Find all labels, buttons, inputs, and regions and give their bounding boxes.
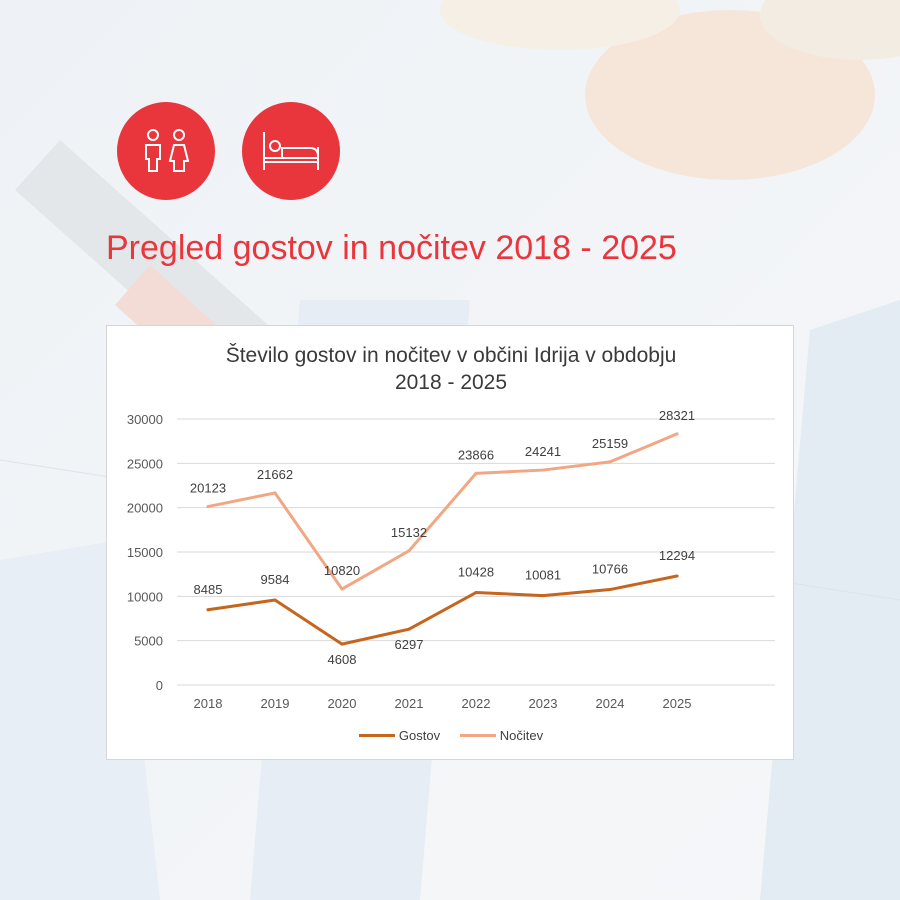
data-label: 20123 xyxy=(190,481,226,496)
data-label: 25159 xyxy=(592,436,628,451)
bed-icon xyxy=(242,102,340,200)
legend-label-gostov: Gostov xyxy=(398,728,441,743)
data-point xyxy=(407,549,411,553)
data-label: 23866 xyxy=(458,447,494,462)
guests-icon xyxy=(117,102,215,200)
data-label: 15132 xyxy=(391,525,427,540)
chart-panel: 0 5000 10000 15000 20000 25000 30000 2018 2019 20… xyxy=(106,325,794,760)
data-point xyxy=(340,642,344,646)
data-label: 4608 xyxy=(328,652,357,667)
data-point xyxy=(474,471,478,475)
x-tick-label: 2020 xyxy=(328,696,357,711)
x-tick-label: 2019 xyxy=(261,696,290,711)
x-tick-label: 2018 xyxy=(194,696,223,711)
y-tick-label: 15000 xyxy=(127,545,163,560)
data-point xyxy=(206,608,210,612)
data-point xyxy=(407,627,411,631)
data-label: 8485 xyxy=(194,582,223,597)
data-label: 10081 xyxy=(525,568,561,583)
y-tick-label: 0 xyxy=(156,678,163,693)
data-point xyxy=(541,594,545,598)
y-tick-label: 10000 xyxy=(127,589,163,604)
data-point xyxy=(608,588,612,592)
data-label: 12294 xyxy=(659,548,695,563)
data-point xyxy=(340,587,344,591)
data-point xyxy=(675,574,679,578)
y-tick-label: 25000 xyxy=(127,456,163,471)
data-label: 28321 xyxy=(659,408,695,423)
data-label: 10766 xyxy=(592,562,628,577)
chart-title-line-1: Število gostov in nočitev v občini Idrij… xyxy=(225,344,677,367)
data-label: 10820 xyxy=(324,563,360,578)
data-label: 10428 xyxy=(458,565,494,580)
data-label: 9584 xyxy=(261,572,290,587)
line-chart: 0 5000 10000 15000 20000 25000 30000 2018 2019 20… xyxy=(127,408,775,711)
legend-item-nocitev: Nočitev xyxy=(459,728,544,743)
series-line-nocitev xyxy=(206,432,679,591)
chart-legend: Gostov Nočitev xyxy=(107,725,795,743)
legend-swatch-nocitev xyxy=(459,734,496,737)
x-tick-label: 2021 xyxy=(395,696,424,711)
chart-title-line-2: 2018 - 2025 xyxy=(394,371,508,394)
data-point xyxy=(608,460,612,464)
series-line-gostov xyxy=(206,574,679,646)
y-tick-label: 20000 xyxy=(127,501,163,516)
data-label: 24241 xyxy=(525,444,561,459)
y-tick-label: 30000 xyxy=(127,412,163,427)
data-label: 6297 xyxy=(395,637,424,652)
data-point xyxy=(206,505,210,509)
legend-label-nocitev: Nočitev xyxy=(499,728,544,743)
y-tick-label: 5000 xyxy=(134,634,163,649)
data-point xyxy=(273,491,277,495)
page-title: Pregled gostov in nočitev 2018 - 2025 xyxy=(106,229,677,267)
data-point xyxy=(675,432,679,436)
legend-item-gostov: Gostov xyxy=(358,728,441,743)
legend-swatch-gostov xyxy=(358,734,395,737)
x-tick-label: 2025 xyxy=(663,696,692,711)
data-point xyxy=(273,598,277,602)
x-tick-label: 2023 xyxy=(529,696,558,711)
data-point xyxy=(474,591,478,595)
data-point xyxy=(541,468,545,472)
x-tick-label: 2024 xyxy=(596,696,625,711)
x-tick-label: 2022 xyxy=(462,696,491,711)
data-label: 21662 xyxy=(257,467,293,482)
